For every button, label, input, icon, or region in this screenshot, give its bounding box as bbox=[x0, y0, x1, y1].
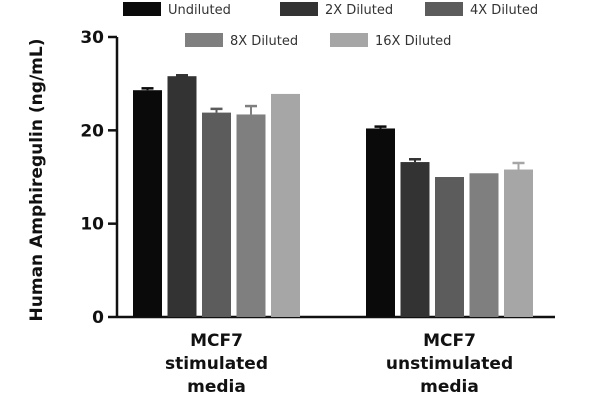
legend-swatch bbox=[280, 2, 318, 16]
y-tick-label: 20 bbox=[80, 121, 104, 141]
bar bbox=[202, 112, 231, 317]
legend: Undiluted 2X Diluted 4X Diluted 8X Diluted 1… bbox=[123, 2, 538, 49]
bar bbox=[167, 76, 197, 317]
category-label: unstimulated bbox=[386, 354, 513, 374]
legend-label: 8X Diluted bbox=[230, 34, 298, 49]
legend-swatch bbox=[185, 33, 223, 47]
legend-label: 4X Diluted bbox=[470, 3, 538, 18]
legend-label: Undiluted bbox=[168, 3, 231, 18]
y-tick-label: 30 bbox=[80, 28, 104, 48]
category-label: MCF7 bbox=[190, 331, 243, 351]
legend-swatch bbox=[425, 2, 463, 16]
bar bbox=[504, 169, 533, 317]
bar bbox=[400, 162, 430, 317]
bar bbox=[271, 93, 300, 317]
bar bbox=[236, 114, 266, 317]
legend-swatch bbox=[123, 2, 161, 16]
category-label: stimulated bbox=[165, 354, 268, 374]
x-axis-labels: MCF7 stimulated media MCF7 unstimulated media bbox=[165, 331, 513, 397]
category-label: media bbox=[420, 377, 479, 397]
bar bbox=[435, 177, 464, 317]
legend-label: 2X Diluted bbox=[325, 3, 393, 18]
bar bbox=[133, 90, 162, 317]
y-tick-label: 0 bbox=[92, 308, 104, 328]
y-axis-title: Human Amphiregulin (ng/mL) bbox=[27, 39, 47, 322]
legend-label: 16X Diluted bbox=[375, 34, 451, 49]
y-tick-label: 10 bbox=[80, 215, 104, 235]
category-label: media bbox=[187, 377, 246, 397]
legend-swatch bbox=[330, 33, 368, 47]
bars bbox=[133, 74, 533, 317]
bar bbox=[469, 173, 499, 317]
bar bbox=[366, 128, 395, 317]
category-label: MCF7 bbox=[423, 331, 476, 351]
